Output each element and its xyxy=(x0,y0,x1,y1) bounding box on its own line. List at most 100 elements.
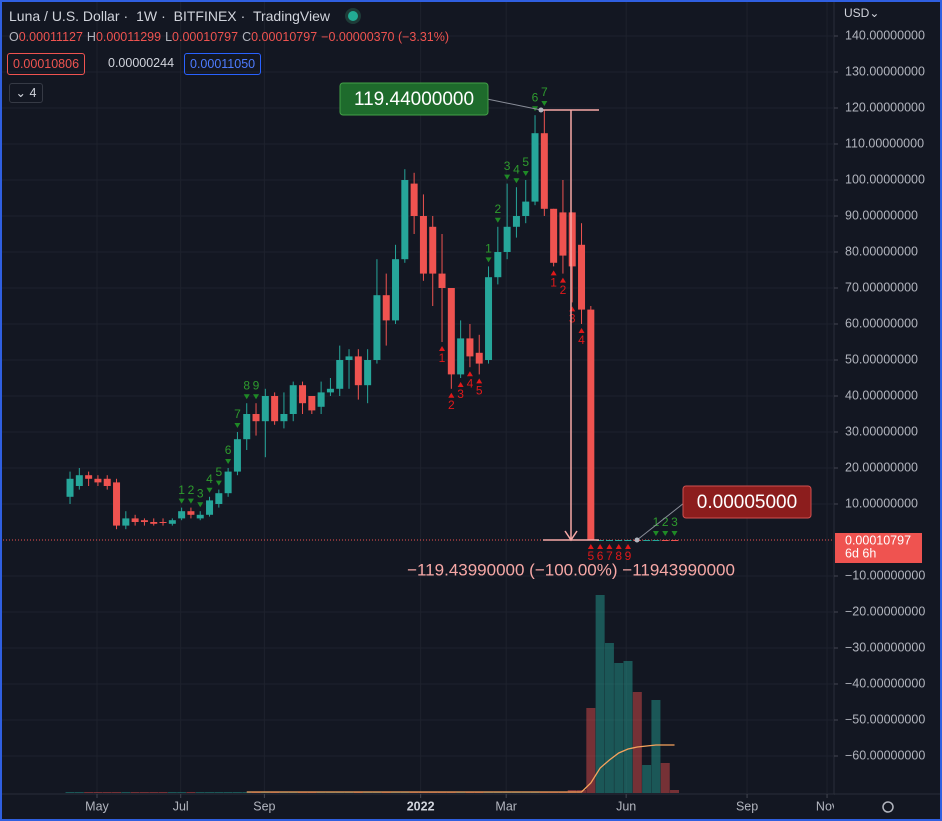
callout-dot xyxy=(538,107,544,113)
volume-bar xyxy=(670,790,680,793)
volume-bar xyxy=(214,792,224,793)
y-tick-label: 130.00000000 xyxy=(845,64,925,78)
td-arrow xyxy=(504,174,511,180)
source: TradingView xyxy=(252,8,330,24)
td-arrow xyxy=(587,543,594,549)
spread: 0.00000244 xyxy=(108,56,175,70)
td-number: 2 xyxy=(560,283,567,297)
td-number: 3 xyxy=(671,515,678,529)
volume-bar xyxy=(651,700,661,793)
candle-body xyxy=(271,395,279,422)
td-number: 4 xyxy=(206,472,213,486)
candle-body xyxy=(438,273,446,288)
candle-body xyxy=(103,478,111,486)
interval[interactable]: 1W xyxy=(136,8,158,24)
candle-body xyxy=(308,395,316,411)
td-arrow xyxy=(476,378,483,384)
td-number: 5 xyxy=(215,465,222,479)
volume-bar xyxy=(604,643,614,793)
ohlc-line: O0.00011127 H0.00011299 L0.00010797 C0.0001… xyxy=(9,30,453,44)
td-number: 4 xyxy=(578,333,585,347)
td-arrow xyxy=(187,498,194,504)
candle-body xyxy=(457,338,465,375)
volume-bar xyxy=(167,792,177,793)
td-arrow xyxy=(559,277,566,283)
candle-body xyxy=(280,413,288,422)
callout-line xyxy=(486,98,542,111)
volume-bar xyxy=(130,792,140,793)
volume-bar xyxy=(65,792,75,793)
candle-body xyxy=(475,352,483,364)
volume-bar xyxy=(149,792,159,793)
settings-icon[interactable] xyxy=(882,801,894,813)
candle-body xyxy=(336,359,344,389)
y-tick-label: 120.00000000 xyxy=(845,100,925,114)
candle-body xyxy=(206,500,214,515)
candle-body xyxy=(485,277,493,360)
candle-body xyxy=(159,521,167,523)
candle-body xyxy=(540,133,548,209)
td-arrow xyxy=(448,392,455,398)
candle-body xyxy=(587,309,595,540)
td-number: 5 xyxy=(522,155,529,169)
td-number: 8 xyxy=(243,378,250,392)
volume-bar xyxy=(595,595,605,793)
volume-bar xyxy=(232,792,242,793)
td-number: 2 xyxy=(448,398,455,412)
td-number: 1 xyxy=(178,483,185,497)
candle-body xyxy=(392,259,400,321)
measure-change: −119.43990000 (−100.00%) −11943990000 xyxy=(407,560,735,579)
td-number: 5 xyxy=(476,384,483,398)
pair: Luna / U.S. Dollar xyxy=(9,8,120,24)
candle-body xyxy=(243,413,251,440)
volume-bar xyxy=(660,763,670,793)
volume-bar xyxy=(121,792,131,793)
td-arrow xyxy=(522,170,529,176)
td-arrow xyxy=(662,530,669,536)
ohlc-key: L xyxy=(165,30,173,44)
corner xyxy=(834,795,942,821)
price-axis xyxy=(834,0,942,821)
volume-bar xyxy=(84,792,94,793)
symbol-header: Luna / U.S. Dollar · 1W · BITFINEX · Tradin… xyxy=(9,8,362,24)
candle-body xyxy=(559,212,567,256)
exchange: BITFINEX xyxy=(173,8,237,24)
candle-body xyxy=(578,244,586,310)
candle-body xyxy=(233,439,241,472)
td-arrow xyxy=(578,327,585,333)
x-tick-label: Nov xyxy=(816,799,839,813)
y-tick-label: 70.00000000 xyxy=(845,280,918,294)
candle-body xyxy=(661,539,669,541)
candle-body xyxy=(345,356,353,360)
ohlc-value: 0.00010797 xyxy=(172,30,239,44)
y-tick-label: 80.00000000 xyxy=(845,244,918,258)
callout-line xyxy=(636,502,685,541)
indicator-toggle[interactable]: ⌄ 4 xyxy=(9,83,43,103)
candle-body xyxy=(568,212,576,267)
change: −0.00000370 (−3.31%) xyxy=(321,30,450,44)
td-arrow xyxy=(178,498,185,504)
volume-bar xyxy=(642,765,652,793)
volume-bar xyxy=(205,792,215,793)
ohlc-value: 0.00011127 xyxy=(18,30,83,44)
candle-body xyxy=(624,539,632,541)
volume-bar xyxy=(614,663,624,793)
y-tick-label: 10.00000000 xyxy=(845,496,918,510)
candle-body xyxy=(94,478,102,483)
candle-body xyxy=(512,215,520,227)
td-number: 7 xyxy=(234,407,241,421)
volume-bar xyxy=(93,792,103,793)
y-tick-label: −50.00000000 xyxy=(845,712,925,726)
y-tick-label: −60.00000000 xyxy=(845,748,925,762)
candle-body xyxy=(140,520,148,522)
y-tick-label: 90.00000000 xyxy=(845,208,918,222)
bid-box[interactable]: 0.00010806 xyxy=(7,53,86,75)
candle-body xyxy=(289,385,297,414)
ask-box[interactable]: 0.00011050 xyxy=(184,53,262,75)
from-box xyxy=(339,82,489,116)
candle-body xyxy=(113,482,121,526)
td-number: 9 xyxy=(253,378,260,392)
candle-body xyxy=(466,338,474,357)
currency[interactable]: USD⌄ xyxy=(844,6,880,20)
